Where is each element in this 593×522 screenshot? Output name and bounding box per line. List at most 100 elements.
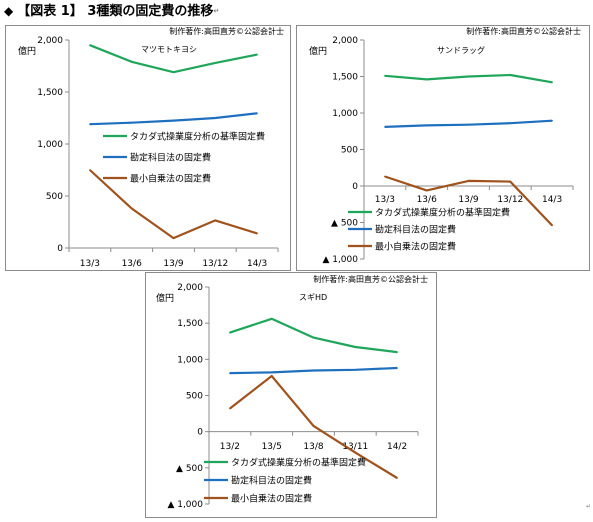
y-tick-label: 1,500 — [37, 88, 63, 98]
y-tick-label: 1,500 — [177, 319, 203, 329]
y-tick-label: ▲ 1,000 — [322, 255, 358, 265]
data-point — [130, 121, 133, 124]
data-point — [270, 318, 273, 320]
x-tick-label: 13/6 — [122, 259, 142, 269]
legend-label: タカダ式操業度分析の基準固定費 — [130, 131, 265, 143]
y-tick-label: 500 — [186, 392, 203, 402]
x-tick-label: 14/3 — [247, 259, 267, 269]
data-point — [354, 369, 357, 371]
paragraph-mark-icon: ↵ — [213, 7, 220, 15]
chart-credit: 制作著作:高田直芳©公認会計士 — [313, 274, 428, 284]
data-point — [354, 346, 357, 348]
chart-credit: 制作著作:高田直芳©公認会計士 — [169, 26, 284, 36]
data-point — [509, 74, 512, 76]
y-tick-label: 2,000 — [37, 36, 63, 46]
x-tick-label: 13/12 — [497, 195, 523, 205]
data-point — [214, 117, 217, 119]
data-point — [312, 336, 315, 339]
y-tick-label: ▲ 1,000 — [167, 500, 203, 510]
x-tick-label: 13/11 — [342, 442, 368, 452]
chart-panel-matsumotokiyoshi: 制作著作:高田直芳©公認会計士 マツモトキヨシ 億円 0 500 1,000 1,500 2,… — [5, 25, 291, 271]
x-tick-label: 13/3 — [80, 259, 100, 269]
chart-credit: 制作著作:高田直芳©公認会計士 — [466, 26, 581, 36]
y-tick-label: 1,000 — [177, 355, 203, 365]
legend-label: 勘定科目法の固定費 — [130, 152, 211, 164]
series-line-1 — [229, 317, 398, 354]
y-tick-label: ▲ 500 — [176, 464, 203, 474]
data-point — [270, 375, 273, 377]
data-point — [384, 126, 386, 128]
data-point — [89, 44, 91, 46]
chart-title: マツモトキヨシ — [141, 45, 197, 54]
x-tick-label: 13/8 — [303, 442, 323, 452]
x-tick-label: 14/3 — [542, 195, 562, 205]
y-tick-label: 1,000 — [37, 140, 63, 150]
y-tick-label: 2,000 — [177, 283, 203, 293]
data-point — [130, 207, 133, 210]
data-point — [354, 451, 357, 454]
y-tick-label: ▲ 500 — [331, 219, 358, 229]
data-point — [89, 169, 91, 171]
legend-label: 最小自乗法の固定費 — [375, 241, 456, 253]
data-point — [396, 351, 398, 353]
y-tick-label: 0 — [352, 182, 358, 192]
y-axis-unit-label: 億円 — [156, 292, 174, 304]
data-point — [425, 124, 428, 127]
series-line-2 — [89, 112, 258, 126]
data-point — [551, 224, 553, 227]
y-tick-label: 500 — [341, 146, 358, 156]
chart-title: スギHD — [299, 293, 327, 302]
data-point — [256, 112, 258, 115]
data-point — [551, 119, 553, 122]
y-tick-label: 1,500 — [332, 73, 358, 83]
data-point — [89, 123, 91, 126]
data-point — [384, 175, 386, 178]
x-tick-label: 13/5 — [262, 442, 282, 452]
diamond-bullet-icon: ◆ — [4, 4, 14, 18]
data-point — [172, 119, 175, 122]
data-point — [256, 232, 258, 235]
data-point — [229, 331, 231, 334]
data-point — [270, 371, 273, 374]
data-point — [172, 237, 175, 239]
page-title-text: 【図表 1】 3種類の固定費の推移 — [17, 4, 214, 19]
chart-panel-sugi-hd: 制作著作:高田直芳©公認会計士スギHD 億円 ▲ 1,000 ▲ 500 0 500 1,0… — [145, 272, 437, 518]
chart-title: サンドラッグ — [437, 45, 485, 55]
legend-label: タカダ式操業度分析の基準固定費 — [231, 457, 366, 469]
y-tick-label: 500 — [46, 192, 63, 202]
data-point — [551, 81, 553, 84]
chart-panel-sundrug: 制作著作:高田直芳©公認会計士サンドラッグ 億円 ▲ 1,000 ▲ 500 0 500 1… — [296, 25, 590, 271]
x-tick-label: 13/9 — [458, 195, 478, 205]
y-tick-label: 0 — [197, 428, 203, 438]
data-point — [229, 407, 231, 410]
data-point — [509, 180, 512, 183]
y-axis-unit-label: 億円 — [309, 45, 327, 57]
data-point — [229, 372, 231, 374]
data-point — [172, 71, 175, 74]
x-tick-label: 13/3 — [375, 195, 395, 205]
legend-label: 勘定科目法の固定費 — [375, 224, 456, 236]
x-tick-label: 13/2 — [220, 442, 240, 452]
x-tick-label: 13/12 — [202, 259, 228, 269]
data-point — [214, 219, 217, 222]
data-point — [509, 122, 512, 125]
data-point — [312, 425, 315, 427]
data-point — [425, 189, 428, 192]
y-tick-label: 1,000 — [332, 109, 358, 119]
data-point — [467, 180, 470, 182]
y-tick-label: 2,000 — [332, 36, 358, 46]
data-point — [425, 78, 428, 81]
data-point — [396, 367, 398, 369]
legend-label: 最小自乗法の固定費 — [130, 173, 211, 185]
y-axis-unit-label: 億円 — [18, 45, 36, 57]
legend-label: タカダ式操業度分析の基準固定費 — [375, 207, 510, 219]
page-title: ◆ 【図表 1】 3種類の固定費の推移↵ — [4, 1, 219, 21]
data-point — [214, 62, 217, 64]
data-point — [256, 53, 258, 56]
series-line-2 — [384, 119, 553, 128]
x-tick-label: 13/6 — [417, 195, 437, 205]
legend-label: 勘定科目法の固定費 — [231, 475, 312, 487]
end-paragraph-mark-icon: ↵ — [585, 503, 591, 510]
